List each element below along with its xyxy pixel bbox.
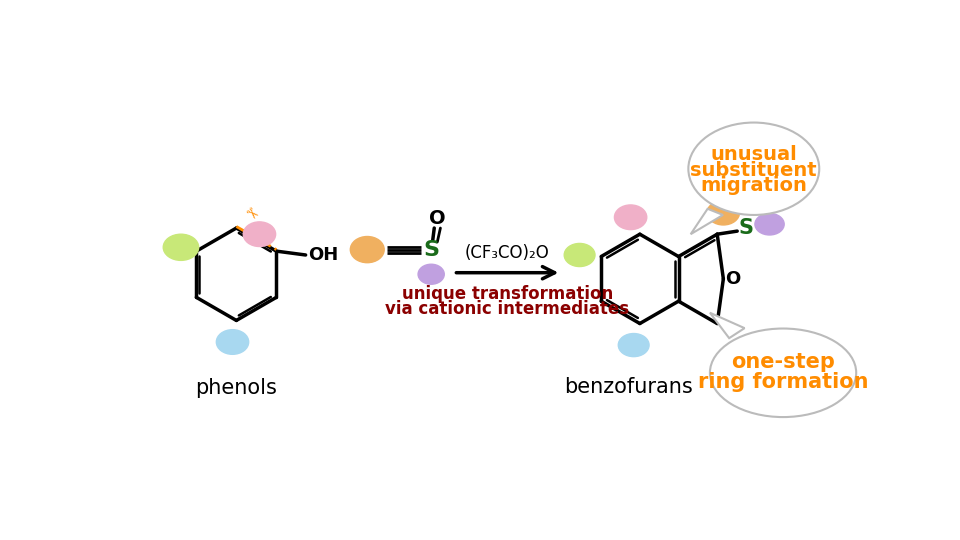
- Ellipse shape: [564, 244, 595, 267]
- Ellipse shape: [708, 200, 739, 225]
- Ellipse shape: [755, 213, 784, 235]
- Text: phenols: phenols: [196, 378, 277, 398]
- Polygon shape: [690, 209, 723, 234]
- Text: unusual: unusual: [710, 145, 797, 164]
- Ellipse shape: [614, 205, 647, 229]
- Ellipse shape: [419, 264, 444, 284]
- Polygon shape: [709, 313, 745, 338]
- Text: ✂: ✂: [240, 204, 260, 224]
- Ellipse shape: [163, 234, 199, 260]
- Text: S: S: [739, 218, 754, 238]
- Ellipse shape: [618, 334, 649, 356]
- Text: O: O: [725, 270, 740, 288]
- Text: O: O: [429, 210, 445, 228]
- Text: one-step: one-step: [732, 352, 835, 372]
- Text: substituent: substituent: [690, 161, 817, 180]
- Text: (CF₃CO)₂O: (CF₃CO)₂O: [465, 244, 550, 262]
- Text: benzofurans: benzofurans: [564, 377, 693, 397]
- Text: OH: OH: [308, 246, 338, 264]
- Text: via cationic intermediates: via cationic intermediates: [385, 300, 630, 319]
- Text: S: S: [423, 240, 439, 260]
- Ellipse shape: [243, 222, 276, 247]
- Text: unique transformation: unique transformation: [402, 285, 613, 303]
- Ellipse shape: [350, 237, 384, 262]
- Ellipse shape: [688, 123, 819, 215]
- Ellipse shape: [709, 328, 856, 417]
- Ellipse shape: [216, 330, 249, 354]
- Text: ring formation: ring formation: [698, 372, 868, 392]
- Text: migration: migration: [701, 176, 807, 195]
